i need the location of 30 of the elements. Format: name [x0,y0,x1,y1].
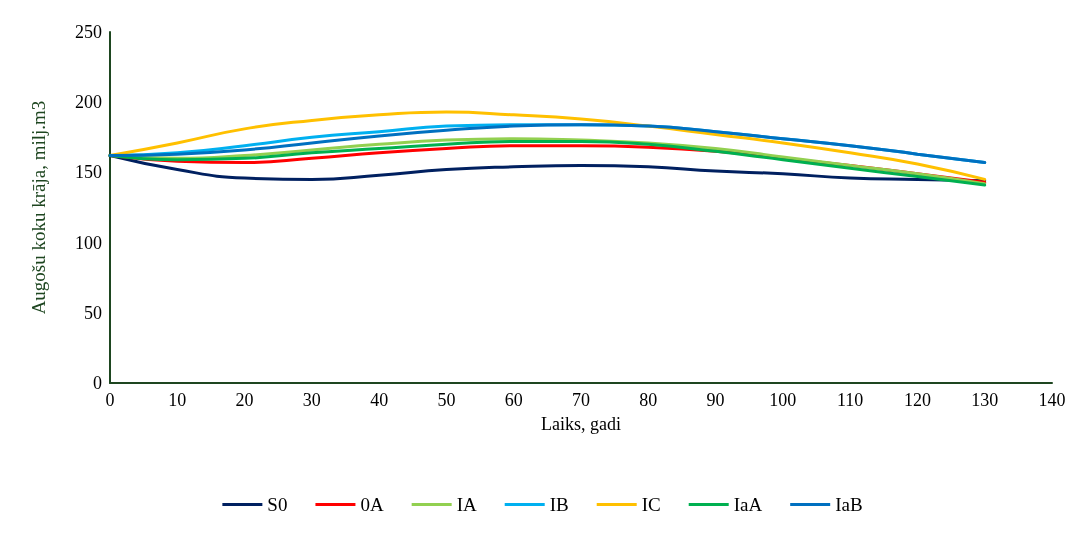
legend-label: IaA [733,494,763,515]
legend-label: IC [641,494,661,515]
x-tick-label: 140 [1038,390,1066,410]
x-tick-label: 100 [769,390,797,410]
y-tick-label: 100 [75,232,102,253]
x-tick-label: 110 [836,390,864,410]
legend-label: 0A [360,494,384,515]
x-tick-label: 10 [168,390,187,410]
x-tick-label: 80 [639,390,658,410]
x-tick-label: 130 [971,390,999,410]
x-tick-label: 50 [437,390,456,410]
x-tick-label: 70 [572,390,590,410]
x-tick-label: 0 [105,390,115,410]
x-axis-title: Laiks, gadi [541,414,621,434]
x-tick-label: 60 [504,390,523,410]
y-tick-label: 150 [75,162,102,183]
legend-label: IA [456,494,477,515]
x-tick-label: 120 [903,390,931,410]
y-tick-label: 0 [93,373,102,393]
legend-label: IB [549,494,569,515]
y-axis-title: Augošu koku krāja, milj.m3 [28,100,49,315]
x-tick-label: 30 [302,390,321,410]
x-tick-label: 40 [370,390,389,410]
y-tick-label: 50 [84,302,102,323]
y-tick-label: 200 [75,92,102,113]
x-tick-label: 90 [706,390,725,410]
x-tick-label: 20 [235,390,254,410]
legend-label: IaB [835,494,863,515]
legend-label: S0 [267,494,288,515]
y-tick-label: 250 [75,22,102,42]
